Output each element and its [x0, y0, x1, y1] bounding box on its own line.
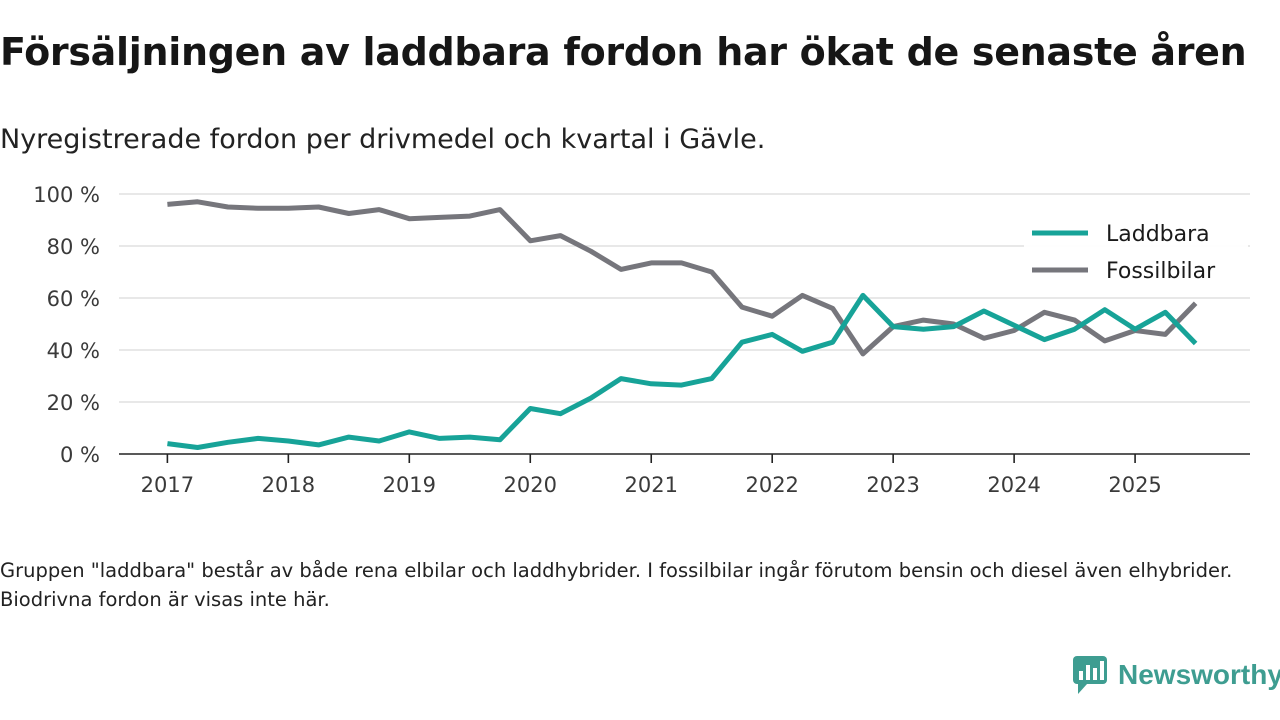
legend-label-fossilbilar: Fossilbilar	[1106, 259, 1216, 284]
y-tick-label: 40 %	[47, 339, 100, 363]
series-line-laddbara	[167, 292, 1198, 450]
x-tick-label: 2025	[1108, 473, 1161, 497]
newsworthy-logo-icon	[1073, 656, 1107, 694]
brand-logo[interactable]: Newsworthy	[1072, 655, 1280, 695]
y-tick-label: 80 %	[47, 235, 100, 259]
x-tick-label: 2020	[504, 473, 557, 497]
y-tick-label: 0 %	[60, 443, 100, 467]
y-tick-label: 20 %	[47, 391, 100, 415]
legend: Laddbara Fossilbilar	[1024, 212, 1248, 294]
footnote: Gruppen "laddbara" består av både rena e…	[0, 559, 1233, 611]
y-tick-label: 100 %	[33, 183, 100, 207]
series-lines	[167, 199, 1198, 450]
chart-subtitle: Nyregistrerade fordon per drivmedel och …	[0, 124, 766, 155]
legend-background	[1024, 212, 1248, 294]
x-tick-label: 2024	[987, 473, 1040, 497]
x-tick-label: 2023	[866, 473, 919, 497]
legend-label-laddbara: Laddbara	[1106, 222, 1210, 247]
series-line-fossilbilar	[167, 199, 1198, 357]
y-tick-label: 60 %	[47, 287, 100, 311]
x-tick-label: 2019	[383, 473, 436, 497]
line-chart: 0 % 20 % 40 % 60 % 80 % 100 % 2017 2018 2019 2020…	[33, 183, 1250, 497]
x-tick-label: 2021	[625, 473, 678, 497]
x-tick-label: 2017	[141, 473, 194, 497]
brand-name: Newsworthy	[1118, 659, 1280, 690]
x-tick-label: 2022	[745, 473, 798, 497]
x-tick-label: 2018	[262, 473, 315, 497]
chart-title: Försäljningen av laddbara fordon har öka…	[0, 30, 1247, 74]
axes: 0 % 20 % 40 % 60 % 80 % 100 % 2017 2018 2019 2020…	[33, 183, 1250, 497]
